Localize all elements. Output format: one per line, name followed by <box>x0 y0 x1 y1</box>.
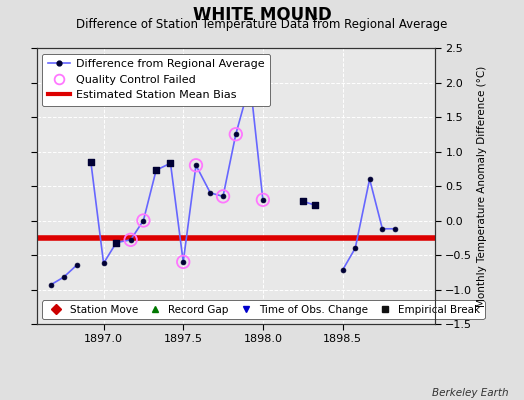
Point <box>232 131 240 138</box>
Point <box>152 167 160 173</box>
Legend: Station Move, Record Gap, Time of Obs. Change, Empirical Break: Station Move, Record Gap, Time of Obs. C… <box>42 300 485 319</box>
Point <box>219 193 227 200</box>
Text: WHITE MOUND: WHITE MOUND <box>193 6 331 24</box>
Point <box>246 79 254 86</box>
Point <box>179 259 188 265</box>
Point <box>299 198 307 204</box>
Point <box>86 159 95 165</box>
Point <box>259 197 267 203</box>
Point <box>311 202 320 208</box>
Point <box>126 237 135 243</box>
Y-axis label: Monthly Temperature Anomaly Difference (°C): Monthly Temperature Anomaly Difference (… <box>476 65 486 307</box>
Point <box>139 217 148 224</box>
Point <box>192 162 200 168</box>
Point <box>166 160 174 166</box>
Text: Difference of Station Temperature Data from Regional Average: Difference of Station Temperature Data f… <box>77 18 447 31</box>
Text: Berkeley Earth: Berkeley Earth <box>432 388 508 398</box>
Point <box>112 239 121 246</box>
